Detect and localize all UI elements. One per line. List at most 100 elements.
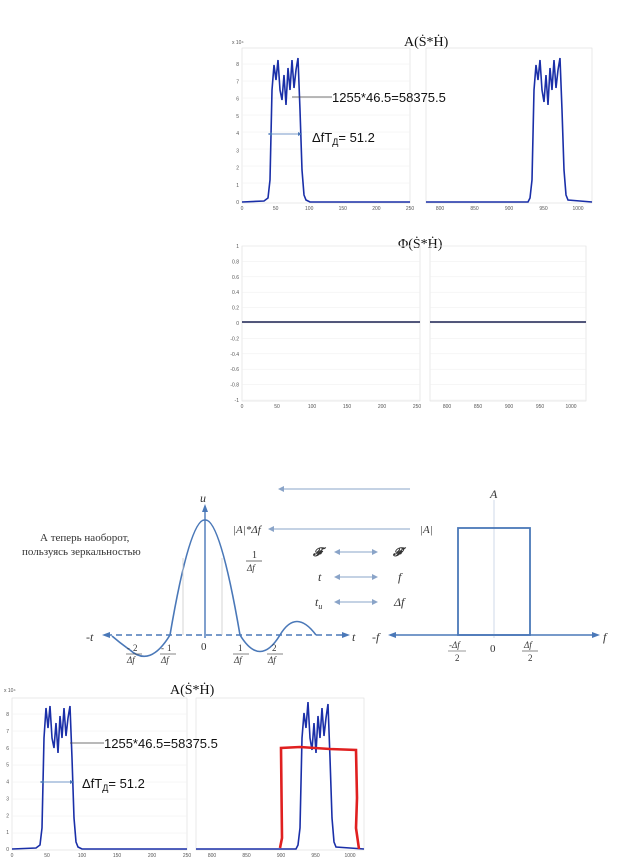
y-tick-label: 0.8 [232, 259, 239, 265]
zero-freq: 0 [490, 643, 496, 655]
zero-time: 0 [201, 641, 207, 653]
rect-spectrum [457, 527, 531, 636]
x-tick-label: 850 [470, 206, 479, 212]
u-axis-label: u [200, 491, 206, 505]
panel-title: Φ(Ṡ*Ḣ) [398, 235, 443, 252]
y-tick-label: -0.4 [230, 352, 239, 358]
amplitude-panel-top: A(Ṡ*Ḣ) x 10⁴ 0 1 2 3 4 5 6 7 8 0 50 100 150 200 250 8… [232, 33, 593, 212]
y-tick-label: 1 [236, 183, 239, 189]
plus-t-label: t [352, 630, 356, 644]
y-tick-label: 6 [6, 746, 9, 752]
width-annotation: ΔfTД= 51.2 [312, 130, 375, 147]
svg-text:1: 1 [238, 643, 243, 653]
x-tick-label: 250 [183, 853, 192, 859]
svg-text:2: 2 [133, 643, 138, 653]
x-tick-label: 800 [443, 404, 452, 410]
caption-line1: А теперь наоборот, [40, 532, 130, 544]
panel-title: A(Ṡ*Ḣ) [170, 681, 215, 698]
y-tick-label: 8 [6, 712, 9, 718]
x-tick-label: 150 [339, 206, 348, 212]
x-tick-label: 200 [378, 404, 387, 410]
right-axes: 800 850 900 950 1000 [429, 245, 587, 410]
y-tick-label: 2 [6, 813, 9, 819]
amplitude-curve-right [196, 701, 365, 850]
svg-text:Δf: Δf [160, 655, 170, 665]
x-tick-label: 50 [274, 404, 280, 410]
x-tick-label: 900 [505, 206, 514, 212]
x-tick-label: 200 [148, 853, 157, 859]
amplitude-panel-bottom: A(Ṡ*Ḣ) x 10⁴ 0 1 2 3 4 5 6 7 8 0 50 100 150 200 250 8… [4, 681, 365, 859]
red-highlight-window [278, 745, 361, 850]
time-tick-pos2: 2 Δf [267, 643, 283, 665]
x-tick-label: 950 [539, 206, 548, 212]
panel-title: A(Ṡ*Ḣ) [404, 33, 449, 50]
x-tick-label: 250 [406, 206, 415, 212]
y-tick-label: 3 [6, 796, 9, 802]
A-axis-label: A [489, 487, 498, 501]
df-label: Δf [393, 595, 406, 609]
y-tick-label: -0.2 [230, 336, 239, 342]
x-tick-label: 850 [242, 853, 251, 859]
y-tick-label: 1 [236, 244, 239, 250]
fourier-inverse-label: 𝓕′ [392, 545, 407, 559]
x-tick-label: 850 [474, 404, 483, 410]
right-axes: 800 850 900 950 1000 [195, 697, 365, 859]
time-tick-pos1: 1 Δf [233, 643, 249, 665]
x-tick-label: 900 [505, 404, 514, 410]
y-tick-label: 0.4 [232, 290, 239, 296]
product-annotation: 1255*46.5=58375.5 [104, 736, 218, 751]
freq-tick-pos: Δf 2 [522, 640, 538, 663]
y-tick-label: 7 [6, 729, 9, 735]
svg-text:Δf: Δf [267, 655, 277, 665]
y-tick-label: 5 [6, 763, 9, 769]
caption-line2: пользуясь зеркальностью [22, 546, 141, 558]
y-tick-label: 5 [236, 114, 239, 120]
exponent-label: x 10⁴ [4, 688, 16, 694]
amplitude-df-label: |A|*Δf [233, 524, 263, 536]
svg-text:2: 2 [528, 653, 533, 663]
svg-text:-Δf: -Δf [449, 640, 461, 650]
y-tick-label: -1 [235, 398, 240, 404]
x-tick-label: 150 [113, 853, 122, 859]
x-tick-label: 50 [273, 206, 279, 212]
x-tick-label: 100 [305, 206, 314, 212]
svg-text:Δf: Δf [233, 655, 243, 665]
y-tick-label: 0.6 [232, 275, 239, 281]
y-tick-label: 0.2 [232, 306, 239, 312]
y-tick-label: -0.6 [230, 367, 239, 373]
y-tick-label: -0.8 [230, 383, 239, 389]
x-tick-label: 100 [78, 853, 87, 859]
svg-text:-: - [127, 643, 130, 653]
time-tick-neg2: - 2 Δf [126, 643, 142, 665]
x-tick-label: 0 [11, 853, 14, 859]
y-tick-label: 4 [6, 780, 9, 786]
x-tick-label: 100 [308, 404, 317, 410]
x-tick-label: 800 [436, 206, 445, 212]
y-tick-label: 1 [6, 830, 9, 836]
one-over-df-num: 1 [252, 550, 257, 561]
one-over-df-den: Δf [246, 563, 256, 573]
phase-panel: Φ(Ṡ*Ḣ) 1 0.8 0.6 0.4 0.2 0 -0.2 -0.4 -0.6 -0.8 -1 … [230, 235, 587, 410]
f-label: f [398, 570, 403, 584]
sinc-curve [129, 519, 317, 658]
width-annotation: ΔfTД= 51.2 [82, 776, 145, 793]
amplitude-curve-left [11, 705, 187, 850]
svg-text:2: 2 [455, 653, 460, 663]
x-tick-label: 950 [536, 404, 545, 410]
y-tick-label: 7 [236, 79, 239, 85]
x-tick-label: 0 [241, 404, 244, 410]
x-tick-label: 200 [372, 206, 381, 212]
svg-text:-: - [161, 643, 164, 653]
t-label: t [318, 570, 322, 584]
x-tick-label: 50 [44, 853, 50, 859]
minus-f-label: -f [372, 630, 381, 644]
left-axes: 1 0.8 0.6 0.4 0.2 0 -0.2 -0.4 -0.6 -0.8 -1 0 50 100 1… [230, 244, 421, 410]
product-annotation: 1255*46.5=58375.5 [332, 90, 446, 105]
y-tick-label: 0 [236, 321, 239, 327]
left-axes: 0 1 2 3 4 5 6 7 8 0 50 100 150 200 250 [236, 47, 415, 212]
x-tick-label: 800 [208, 853, 217, 859]
svg-text:2: 2 [272, 643, 277, 653]
right-axes: 800 850 900 950 1000 [425, 47, 593, 212]
minus-t-label: -t [86, 630, 94, 644]
y-tick-label: 0 [6, 847, 9, 853]
